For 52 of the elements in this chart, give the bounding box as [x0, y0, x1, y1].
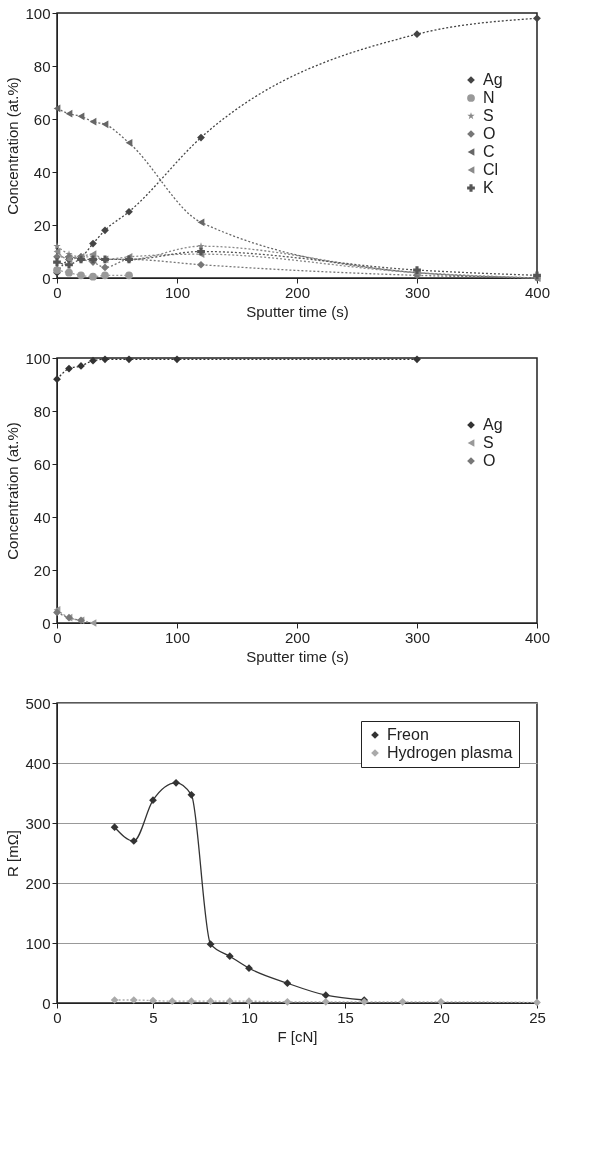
y-tick-label: 60: [33, 110, 51, 128]
legend-label: O: [483, 452, 496, 469]
y-tick-label: 20: [33, 216, 51, 234]
y-tick-label: 100: [25, 4, 51, 22]
legend-label: Ag: [483, 416, 503, 433]
legend-label: Ag: [483, 71, 503, 88]
y-tick-label: 40: [33, 508, 51, 526]
x-axis-title: Sputter time (s): [246, 302, 349, 320]
legend-label: N: [483, 89, 495, 106]
x-tick-label: 100: [164, 283, 191, 301]
x-tick-label: 300: [404, 628, 431, 646]
x-tick-label: 0: [53, 283, 62, 301]
x-tick-label: 25: [529, 1008, 546, 1026]
x-tick-label: 15: [337, 1008, 354, 1026]
y-tick-label: 300: [25, 814, 51, 832]
y-tick-label: 60: [33, 455, 51, 473]
legend-label: O: [483, 125, 496, 142]
legend-label: C: [483, 143, 495, 160]
legend-label: Cl: [483, 161, 499, 178]
legend-label: S: [483, 434, 494, 451]
x-tick-label: 0: [53, 1008, 62, 1026]
x-tick-label: 200: [284, 283, 311, 301]
x-axis-title: F [cN]: [277, 1027, 318, 1045]
x-tick-label: 200: [284, 628, 311, 646]
y-tick-label: 0: [42, 269, 51, 287]
x-tick-label: 400: [524, 628, 551, 646]
x-tick-label: 400: [524, 283, 551, 301]
legend-label: Hydrogen plasma: [387, 744, 513, 761]
y-tick-label: 20: [33, 561, 51, 579]
x-axis-title: Sputter time (s): [246, 647, 349, 665]
y-axis-title: Concentration (at.%): [4, 422, 22, 560]
x-tick-label: 20: [433, 1008, 450, 1026]
x-tick-label: 10: [241, 1008, 258, 1026]
y-axis-title: R [mΩ]: [4, 829, 22, 878]
y-axis-title: Concentration (at.%): [4, 77, 22, 215]
legend-label: K: [483, 179, 494, 196]
y-tick-label: 500: [25, 694, 51, 712]
x-tick-label: 5: [149, 1008, 158, 1026]
y-tick-label: 200: [25, 874, 51, 892]
y-tick-label: 400: [25, 754, 51, 772]
y-tick-label: 100: [25, 349, 51, 367]
legend-label: S: [483, 107, 494, 124]
y-tick-label: 80: [33, 57, 51, 75]
y-tick-label: 0: [42, 994, 51, 1012]
y-tick-label: 0: [42, 614, 51, 632]
y-tick-label: 40: [33, 163, 51, 181]
x-tick-label: 100: [164, 628, 191, 646]
x-tick-label: 0: [53, 628, 62, 646]
y-tick-label: 80: [33, 402, 51, 420]
legend-label: Freon: [387, 726, 429, 743]
y-tick-label: 100: [25, 934, 51, 952]
x-tick-label: 300: [404, 283, 431, 301]
